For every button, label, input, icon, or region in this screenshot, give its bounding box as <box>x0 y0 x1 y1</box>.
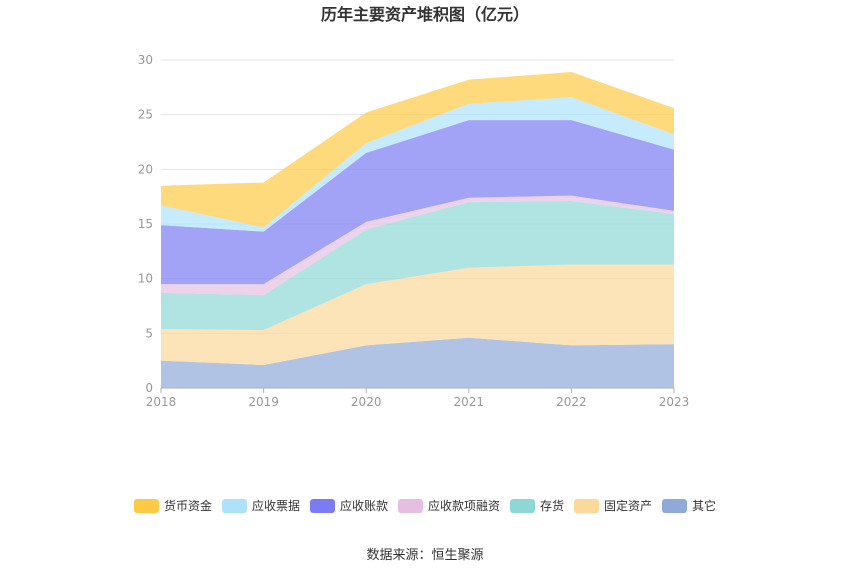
legend-item[interactable]: 货币资金 <box>134 498 212 513</box>
legend-swatch <box>398 499 423 513</box>
legend-item[interactable]: 应收款项融资 <box>398 498 500 513</box>
legend-item[interactable]: 其它 <box>662 498 716 513</box>
y-tick-label: 20 <box>138 162 153 176</box>
area-0 <box>161 337 674 388</box>
legend-label: 货币资金 <box>164 498 212 513</box>
area-6 <box>161 72 674 228</box>
legend-swatch <box>662 499 687 513</box>
area-4 <box>161 120 674 285</box>
data-source: 数据来源：恒生聚源 <box>366 548 483 563</box>
y-axis-ticks: 0 5 10 15 20 25 30 <box>138 53 153 395</box>
area-1 <box>161 264 674 366</box>
area-2 <box>161 201 674 331</box>
legend-label: 其它 <box>692 498 716 513</box>
legend-swatch <box>510 499 535 513</box>
legend-label: 应收款项融资 <box>428 498 500 513</box>
x-tick-label: 2021 <box>454 395 485 409</box>
y-tick-label: 10 <box>138 272 153 286</box>
legend-item[interactable]: 应收票据 <box>222 498 300 513</box>
legend-item[interactable]: 应收账款 <box>310 498 388 513</box>
x-tick-label: 2019 <box>248 395 279 409</box>
y-tick-label: 15 <box>138 217 153 231</box>
legend-label: 固定资产 <box>604 498 652 513</box>
legend-item[interactable]: 固定资产 <box>574 498 652 513</box>
legend-label: 存货 <box>540 498 564 513</box>
legend-label: 应收票据 <box>252 498 300 513</box>
legend-swatch <box>574 499 599 513</box>
y-tick-label: 0 <box>145 381 153 395</box>
area-3 <box>161 195 674 296</box>
legend-swatch <box>134 499 159 513</box>
y-tick-label: 30 <box>138 53 153 67</box>
legend-swatch <box>310 499 335 513</box>
legend: 货币资金 应收票据 应收账款 应收款项融资 存货 固定资产 其它 <box>134 498 716 513</box>
x-axis-ticks: 2018 2019 2020 2021 2022 2023 <box>146 388 690 409</box>
area-5 <box>161 97 674 232</box>
x-tick-label: 2022 <box>556 395 587 409</box>
x-tick-label: 2020 <box>351 395 382 409</box>
y-tick-label: 5 <box>145 326 153 340</box>
legend-item[interactable]: 存货 <box>510 498 564 513</box>
legend-label: 应收账款 <box>340 498 388 513</box>
x-tick-label: 2018 <box>146 395 177 409</box>
legend-swatch <box>222 499 247 513</box>
chart-title: 历年主要资产堆积图（亿元） <box>321 5 529 24</box>
area-series <box>161 72 674 388</box>
x-tick-label: 2023 <box>659 395 690 409</box>
y-tick-label: 25 <box>138 108 153 122</box>
